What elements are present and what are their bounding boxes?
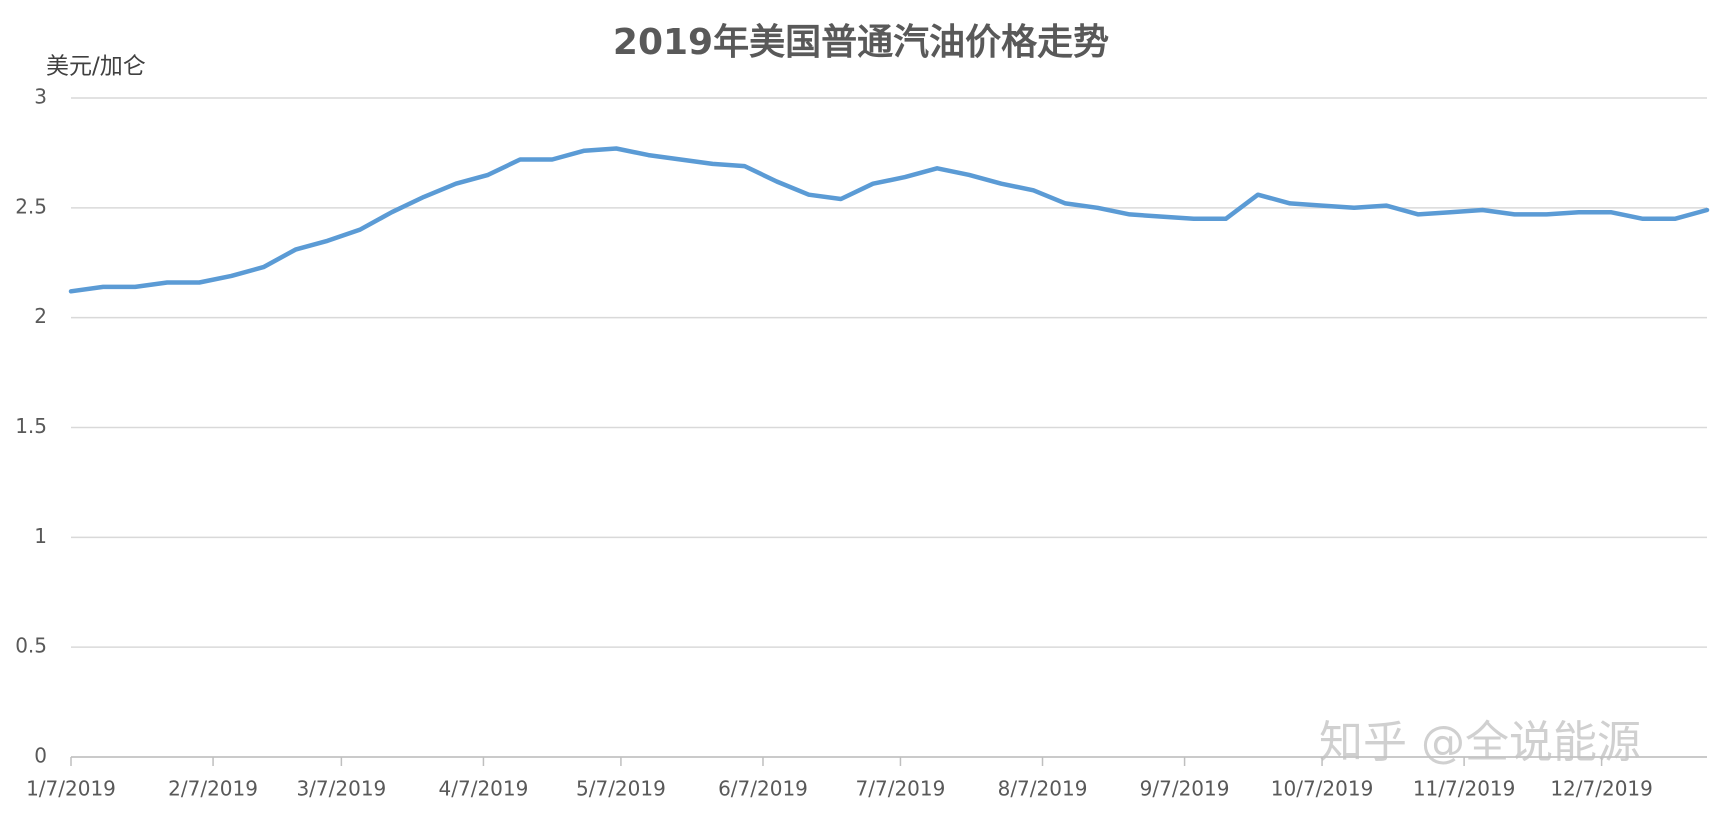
- x-tick-label: 6/7/2019: [718, 777, 808, 801]
- x-tick-label: 7/7/2019: [856, 777, 946, 801]
- price-line: [68, 146, 1710, 294]
- x-tick-label: 4/7/2019: [439, 777, 529, 801]
- x-tick-label: 12/7/2019: [1550, 777, 1653, 801]
- x-tick-label: 11/7/2019: [1413, 777, 1516, 801]
- y-tick-label: 3: [34, 85, 47, 109]
- x-tick-label: 1/7/2019: [26, 777, 116, 801]
- x-tick-label: 8/7/2019: [998, 777, 1088, 801]
- x-tick-label: 9/7/2019: [1140, 777, 1230, 801]
- y-tick-label: 1.5: [15, 414, 47, 438]
- x-tick-label: 3/7/2019: [296, 777, 386, 801]
- watermark: 知乎 @全说能源: [1319, 717, 1641, 768]
- x-tick-label: 2/7/2019: [168, 777, 258, 801]
- chart-title: 2019年美国普通汽油价格走势: [613, 22, 1109, 63]
- y-tick-label: 1: [34, 524, 47, 548]
- y-tick-label: 2.5: [15, 194, 47, 218]
- y-tick-label: 0.5: [15, 634, 47, 658]
- y-axis-label: 美元/加仑: [46, 54, 146, 80]
- x-tick-label: 10/7/2019: [1271, 777, 1374, 801]
- y-tick-label: 0: [34, 744, 47, 768]
- x-tick-label: 5/7/2019: [576, 777, 666, 801]
- y-tick-label: 2: [34, 304, 47, 328]
